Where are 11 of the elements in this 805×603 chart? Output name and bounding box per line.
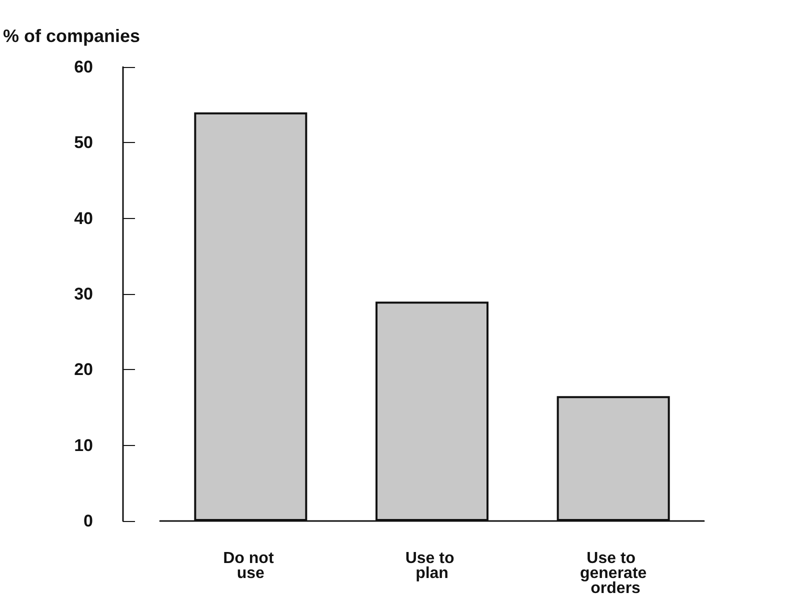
y-tick-label: 0 — [84, 512, 93, 530]
y-axis-title: % of companies — [3, 26, 140, 46]
x-tick-label: Use to plan — [405, 550, 459, 582]
y-tick-label: 20 — [74, 360, 93, 380]
y-tick-label: 60 — [74, 58, 93, 76]
y-tick-label: 10 — [74, 436, 93, 455]
y-tick-label: 40 — [74, 208, 93, 228]
x-tick-label: Do not use — [223, 550, 278, 582]
y-tick-label: 30 — [74, 284, 93, 304]
y-tick-label: 50 — [74, 133, 93, 152]
x-tick-label: Use to generate orders — [580, 550, 647, 597]
